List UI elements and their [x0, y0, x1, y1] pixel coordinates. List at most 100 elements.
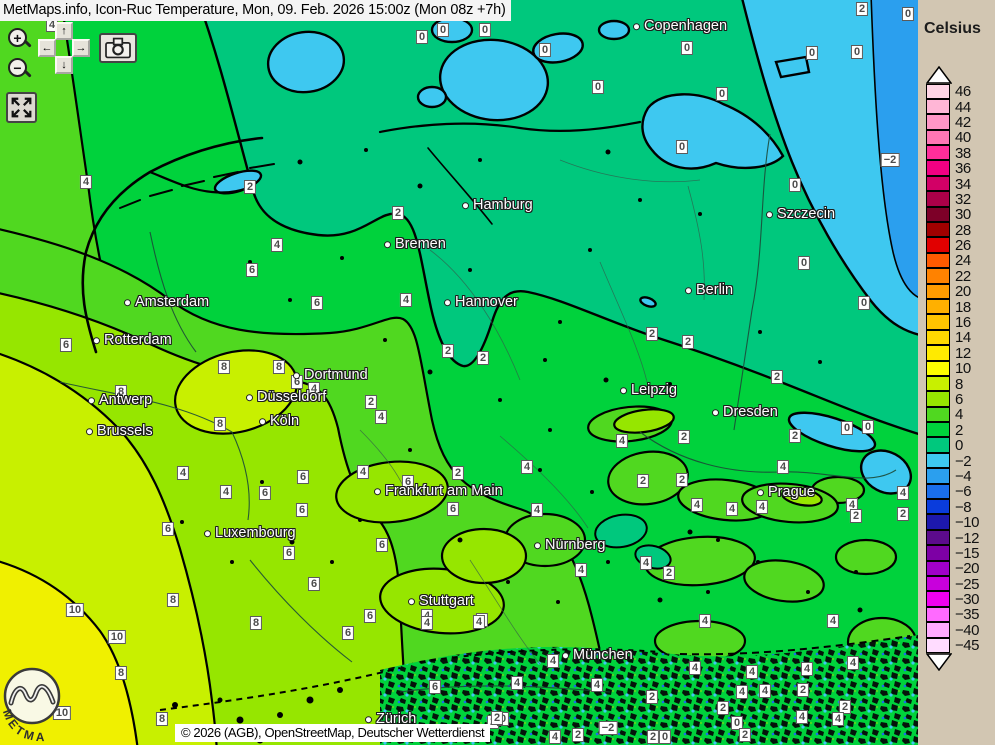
- scale-entry: 6: [926, 391, 979, 408]
- scale-arrow-up-icon: [926, 66, 952, 84]
- scale-value: 32: [955, 190, 971, 208]
- scale-swatch: [926, 499, 950, 515]
- scale-entry: 24: [926, 252, 979, 268]
- scale-swatch: [926, 622, 950, 638]
- pan-left-button[interactable]: ←: [38, 39, 56, 57]
- scale-value: 34: [955, 175, 971, 193]
- scale-entry: 42: [926, 114, 979, 130]
- scale-value: 18: [955, 298, 971, 316]
- scale-entry: 4: [926, 406, 979, 424]
- scale-value: −8: [955, 498, 972, 516]
- arrow-down-icon: ↓: [61, 59, 67, 71]
- zoom-in-button[interactable]: +: [8, 28, 27, 47]
- scale-swatch: [926, 345, 950, 361]
- scale-swatch: [926, 129, 950, 146]
- scale-swatch: [926, 98, 950, 115]
- scale-swatch: [926, 468, 950, 484]
- scale-swatch: [926, 545, 950, 561]
- scale-swatch: [926, 452, 950, 469]
- scale-swatch: [926, 237, 950, 253]
- scale-value: 12: [955, 344, 971, 362]
- scale-entry: 0: [926, 437, 979, 455]
- zoom-out-button[interactable]: −: [8, 58, 27, 77]
- scale-value: −35: [955, 606, 979, 624]
- snapshot-button[interactable]: [99, 33, 137, 63]
- plus-icon: +: [13, 29, 22, 46]
- scale-entry: 34: [926, 175, 979, 193]
- scale-value: 0: [955, 437, 963, 455]
- scale-swatch: [926, 391, 950, 407]
- scale-title: Celsius: [924, 20, 981, 37]
- scale-swatch: [926, 637, 950, 653]
- scale-swatch: [926, 84, 950, 100]
- scale-entry: −35: [926, 606, 979, 624]
- scale-swatch: [926, 406, 950, 423]
- scale-swatch: [926, 483, 950, 500]
- map-title: MetMaps.info, Icon-Ruc Temperature, Mon,…: [0, 0, 511, 21]
- scale-entry: −25: [926, 575, 979, 593]
- scale-swatch: [926, 514, 950, 530]
- alps-texture: [380, 634, 919, 745]
- scale-entry: 12: [926, 344, 979, 362]
- scale-value: 2: [955, 421, 963, 439]
- coastlines: [81, 120, 642, 354]
- scale-entry: 32: [926, 190, 979, 208]
- scale-value: 36: [955, 160, 971, 178]
- pan-down-button[interactable]: ↓: [55, 56, 73, 74]
- scale-swatch: [926, 283, 950, 299]
- scale-value: 20: [955, 283, 971, 301]
- fullscreen-icon: [11, 97, 32, 118]
- camera-icon: [105, 37, 131, 59]
- scale-value: −25: [955, 575, 979, 593]
- scale-value: −6: [955, 483, 972, 501]
- scale-value: −12: [955, 529, 979, 547]
- pan-right-button[interactable]: →: [72, 39, 90, 57]
- scale-entry: 20: [926, 283, 979, 301]
- scale-value: 4: [955, 406, 963, 424]
- attribution: © 2026 (AGB), OpenStreetMap, Deutscher W…: [175, 724, 491, 742]
- scale-entry: −6: [926, 483, 979, 501]
- scale-swatch: [926, 329, 950, 346]
- scale-swatch: [926, 222, 950, 238]
- scale-entry: 30: [926, 206, 979, 222]
- scale-entry: −15: [926, 545, 979, 561]
- scale-entry: −4: [926, 467, 979, 485]
- scale-value: −45: [955, 637, 979, 655]
- scale-arrow-down-icon: [926, 653, 952, 672]
- weather-map[interactable]: [0, 0, 919, 745]
- scale-entry: 26: [926, 237, 979, 253]
- scale-value: 40: [955, 129, 971, 147]
- pan-up-button[interactable]: ↑: [55, 22, 73, 40]
- scale-value: 16: [955, 314, 971, 332]
- scale-entry: 46: [926, 84, 979, 100]
- scale-swatch: [926, 191, 950, 207]
- scale-bar: 46 44 42 40 38 36 34 32 30 28 26 24 22 20 18 16 14 12 10 8 6…: [926, 66, 979, 672]
- scale-swatch: [926, 314, 950, 330]
- scale-entry: 2: [926, 421, 979, 439]
- scale-value: 44: [955, 98, 971, 116]
- scale-entry: 16: [926, 314, 979, 332]
- scale-entry: −20: [926, 560, 979, 578]
- scale-value: 22: [955, 267, 971, 285]
- scale-swatch: [926, 591, 950, 607]
- scale-value: −20: [955, 560, 979, 578]
- scale-value: −4: [955, 467, 972, 485]
- scale-swatch: [926, 606, 950, 623]
- band-m4-m2: [870, 0, 919, 299]
- scale-value: 8: [955, 375, 963, 393]
- scale-entry: 8: [926, 375, 979, 393]
- fullscreen-button[interactable]: [6, 92, 37, 123]
- alps-fringe: [159, 635, 911, 711]
- scale-swatch: [926, 560, 950, 576]
- scale-swatch: [926, 298, 950, 315]
- scale-entry: 44: [926, 98, 979, 116]
- scale-entry: 28: [926, 221, 979, 239]
- scale-swatch: [926, 160, 950, 176]
- scale-value: 28: [955, 221, 971, 239]
- scale-swatch: [926, 268, 950, 284]
- scale-value: 6: [955, 391, 963, 408]
- scale-swatch: [926, 114, 950, 130]
- scale-swatch: [926, 360, 950, 376]
- scale-value: 10: [955, 360, 971, 378]
